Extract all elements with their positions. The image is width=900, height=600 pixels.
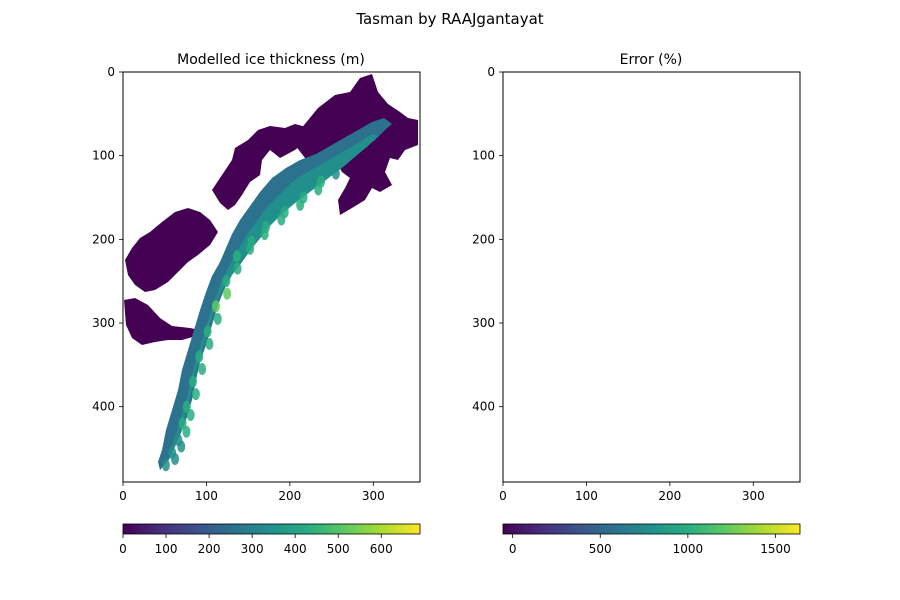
thickness-title: Modelled ice thickness (m) xyxy=(177,52,365,68)
thickness-hotspot xyxy=(182,400,191,413)
x-tick-label: 0 xyxy=(119,489,127,503)
figure-suptitle: Tasman by RAAJgantayat xyxy=(355,10,543,28)
thickness-hotspot xyxy=(280,206,289,219)
thickness-hotspot xyxy=(233,262,242,275)
colorbar-tick-label: 0 xyxy=(509,542,517,556)
glacier-catchment-northwest xyxy=(212,124,310,210)
y-tick-label: 100 xyxy=(472,149,495,163)
thickness-hotspot xyxy=(178,417,187,430)
thickness-hotspot xyxy=(198,363,207,376)
thickness-hotspot xyxy=(186,409,195,422)
thickness-hotspot xyxy=(211,300,220,313)
thickness-hotspot xyxy=(188,375,197,388)
y-tick-label: 200 xyxy=(92,232,115,246)
x-tick-label: 100 xyxy=(575,489,598,503)
thickness-hotspot xyxy=(222,275,231,288)
thickness-hotspot xyxy=(168,446,177,459)
thickness-map xyxy=(124,74,418,470)
thickness-hotspot xyxy=(261,220,270,233)
thickness-x-axis: 0 100 200 300 xyxy=(119,482,385,503)
thickness-colorbar xyxy=(122,523,421,535)
thickness-hotspot xyxy=(299,191,308,204)
thickness-hotspots xyxy=(161,167,340,472)
x-tick-label: 200 xyxy=(278,489,301,503)
thickness-hotspot xyxy=(195,350,204,363)
colorbar-tick-label: 600 xyxy=(370,542,393,556)
error-x-axis: 0 100 200 300 xyxy=(499,482,765,503)
thickness-hotspot xyxy=(232,250,241,263)
error-colorbar-axis: 0 500 1000 1500 xyxy=(509,534,791,556)
thickness-hotspot xyxy=(182,425,191,438)
thickness-hotspot xyxy=(174,434,183,447)
y-tick-label: 0 xyxy=(107,65,115,79)
thickness-hotspot xyxy=(223,287,232,300)
y-tick-label: 0 xyxy=(487,65,495,79)
thickness-panel: Modelled ice thickness (m) 0 100 200 300 0 1… xyxy=(92,52,421,556)
thickness-plot-frame xyxy=(122,71,421,483)
colorbar-tick-label: 100 xyxy=(155,542,178,556)
glacier-catchment-west xyxy=(125,208,218,292)
glacier-catchment-southwest xyxy=(124,298,200,345)
x-tick-label: 100 xyxy=(195,489,218,503)
thickness-hotspot xyxy=(247,235,256,248)
x-tick-label: 300 xyxy=(742,489,765,503)
y-tick-label: 100 xyxy=(92,149,115,163)
colorbar-tick-label: 500 xyxy=(327,542,350,556)
y-tick-label: 400 xyxy=(92,400,115,414)
error-plot-frame xyxy=(502,71,801,483)
colorbar-tick-label: 200 xyxy=(198,542,221,556)
thickness-hotspot xyxy=(331,167,340,180)
thickness-colorbar-axis: 0 100 200 300 400 500 600 xyxy=(119,534,393,556)
error-panel: Error (%) 0 100 200 300 0 100 200 300 400 0 500 1… xyxy=(472,52,801,556)
thickness-hotspot xyxy=(191,388,200,401)
y-tick-label: 300 xyxy=(92,316,115,330)
colorbar-tick-label: 300 xyxy=(241,542,264,556)
glacier-main-trunk xyxy=(158,118,392,470)
x-tick-label: 0 xyxy=(499,489,507,503)
thickness-hotspot xyxy=(161,459,170,472)
x-tick-label: 200 xyxy=(658,489,681,503)
thickness-hotspot xyxy=(317,175,326,188)
colorbar-tick-label: 1500 xyxy=(760,542,791,556)
colorbar-tick-label: 1000 xyxy=(673,542,704,556)
error-title: Error (%) xyxy=(620,52,683,68)
thickness-hotspot xyxy=(203,325,212,338)
colorbar-tick-label: 500 xyxy=(589,542,612,556)
thickness-hotspot xyxy=(205,337,214,350)
x-tick-label: 300 xyxy=(362,489,385,503)
y-tick-label: 200 xyxy=(472,232,495,246)
colorbar-tick-label: 400 xyxy=(284,542,307,556)
thickness-hotspot xyxy=(213,312,222,325)
error-y-axis: 0 100 200 300 400 xyxy=(472,65,503,414)
y-tick-label: 300 xyxy=(472,316,495,330)
y-tick-label: 400 xyxy=(472,400,495,414)
thickness-y-axis: 0 100 200 300 400 xyxy=(92,65,123,414)
colorbar-tick-label: 0 xyxy=(119,542,127,556)
error-colorbar xyxy=(502,523,801,535)
